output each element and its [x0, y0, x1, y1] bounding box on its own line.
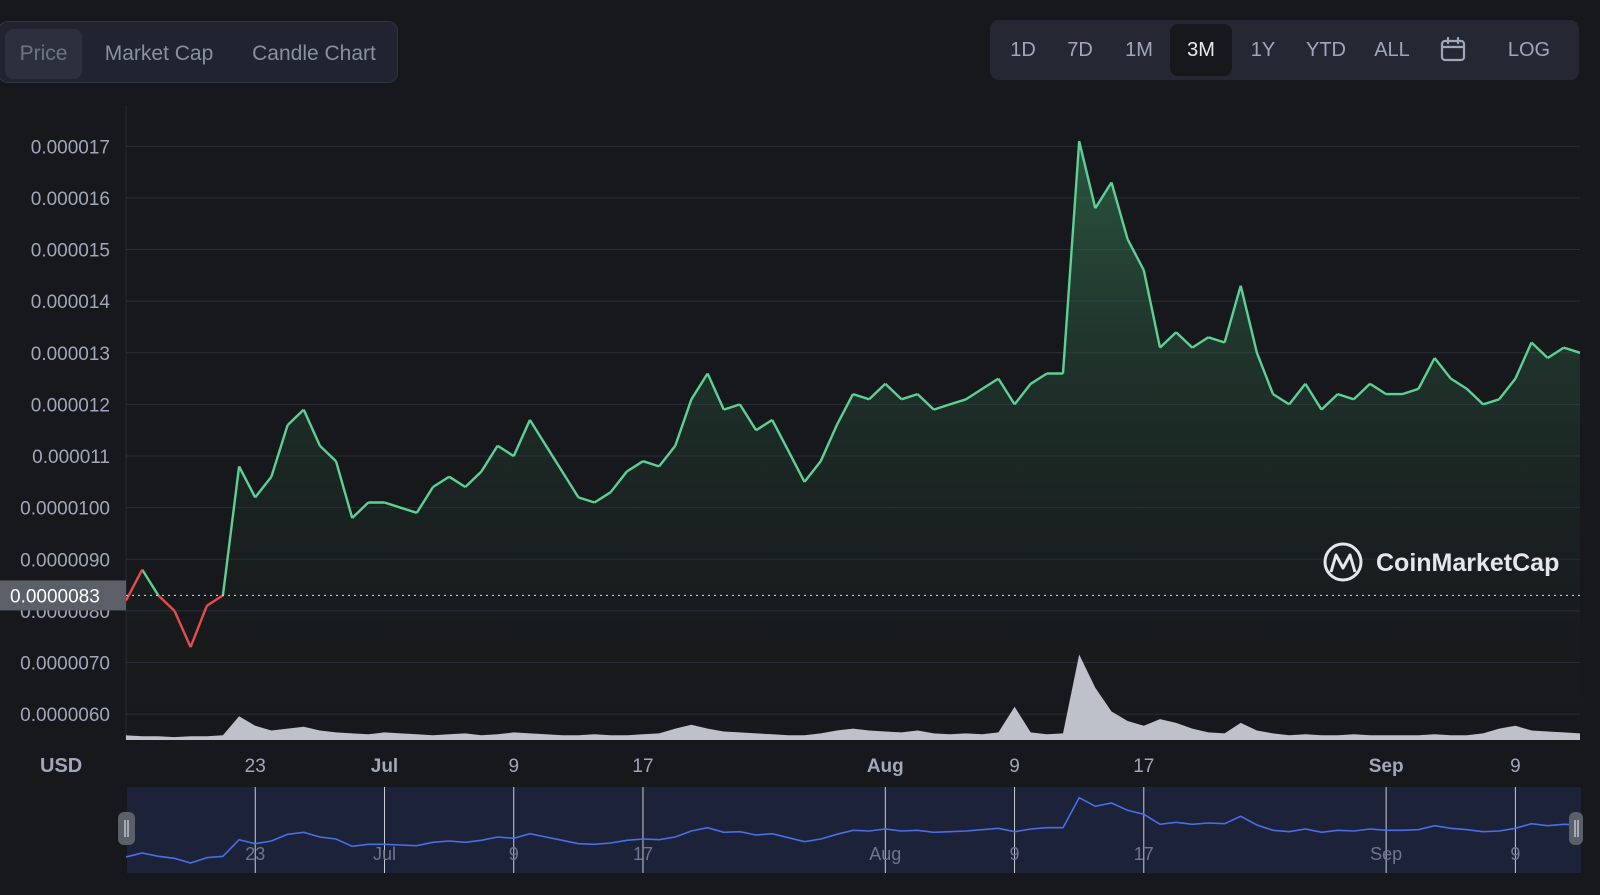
chart-type-tabs: Price Market Cap Candle Chart	[0, 21, 398, 83]
y-tick-label: 0.0000070	[20, 654, 110, 675]
x-tick-label: Aug	[867, 756, 904, 777]
date-picker-button[interactable]	[1428, 24, 1478, 76]
x-tick-label: 17	[1133, 756, 1154, 777]
range-all-button[interactable]: ALL	[1374, 39, 1410, 61]
log-scale-toggle[interactable]: LOG	[1507, 39, 1551, 61]
current-price-tag	[0, 580, 126, 611]
price-line-down	[124, 569, 224, 648]
x-tick-label: 9	[508, 756, 519, 777]
y-tick-label: 0.000017	[31, 137, 110, 158]
price-area-fill	[126, 141, 1580, 741]
tab-price[interactable]: Price	[5, 29, 82, 79]
navigator-handle-right[interactable]	[1569, 812, 1583, 845]
y-tick-label: 0.0000100	[20, 499, 110, 520]
range-1y-button[interactable]: 1Y	[1250, 39, 1276, 61]
tab-candle-chart[interactable]: Candle Chart	[252, 42, 376, 65]
range-1d-button[interactable]: 1D	[1010, 39, 1036, 61]
x-tick-label: Sep	[1369, 756, 1404, 777]
time-range-selector: 1D 7D 1M 3M 1Y YTD ALL LOG	[990, 20, 1579, 80]
range-ytd-button[interactable]: YTD	[1306, 39, 1346, 61]
tab-market-cap[interactable]: Market Cap	[104, 42, 214, 65]
volume-series	[126, 654, 1580, 740]
y-tick-label: 0.000011	[32, 447, 110, 468]
price-line-up	[141, 140, 1581, 597]
y-tick-label: 0.000016	[31, 189, 110, 210]
current-price-label: 0.0000083	[10, 586, 100, 607]
y-tick-label: 0.0000090	[20, 550, 110, 571]
range-7d-button[interactable]: 7D	[1067, 39, 1093, 61]
x-axis: 23 Jul 9 17 Aug 9 17 Sep 9	[245, 756, 1521, 777]
y-axis: 0.000017 0.000016 0.000015 0.000014 0.000013…	[20, 137, 110, 726]
y-tick-label: 0.000015	[31, 241, 110, 262]
range-3m-button[interactable]: 3M	[1170, 24, 1232, 76]
coinmarketcap-watermark: CoinMarketCap	[1323, 542, 1559, 582]
coinmarketcap-logo-icon	[1323, 542, 1363, 582]
watermark-text: CoinMarketCap	[1376, 549, 1559, 577]
x-tick-label: 9	[1510, 756, 1521, 777]
y-tick-label: 0.0000060	[20, 705, 110, 726]
currency-label: USD	[40, 755, 82, 777]
navigator-handle-left[interactable]	[118, 812, 135, 845]
y-tick-label: 0.000012	[31, 395, 110, 416]
range-1m-button[interactable]: 1M	[1125, 39, 1153, 61]
volume-area	[126, 654, 1580, 740]
x-tick-label: 17	[632, 756, 653, 777]
y-tick-label: 0.000014	[31, 292, 111, 313]
x-tick-label: 23	[245, 756, 266, 777]
x-tick-label: 9	[1009, 756, 1020, 777]
x-tick-label: Jul	[371, 756, 398, 777]
calendar-icon	[1440, 37, 1466, 62]
y-tick-label: 0.000013	[31, 344, 110, 365]
